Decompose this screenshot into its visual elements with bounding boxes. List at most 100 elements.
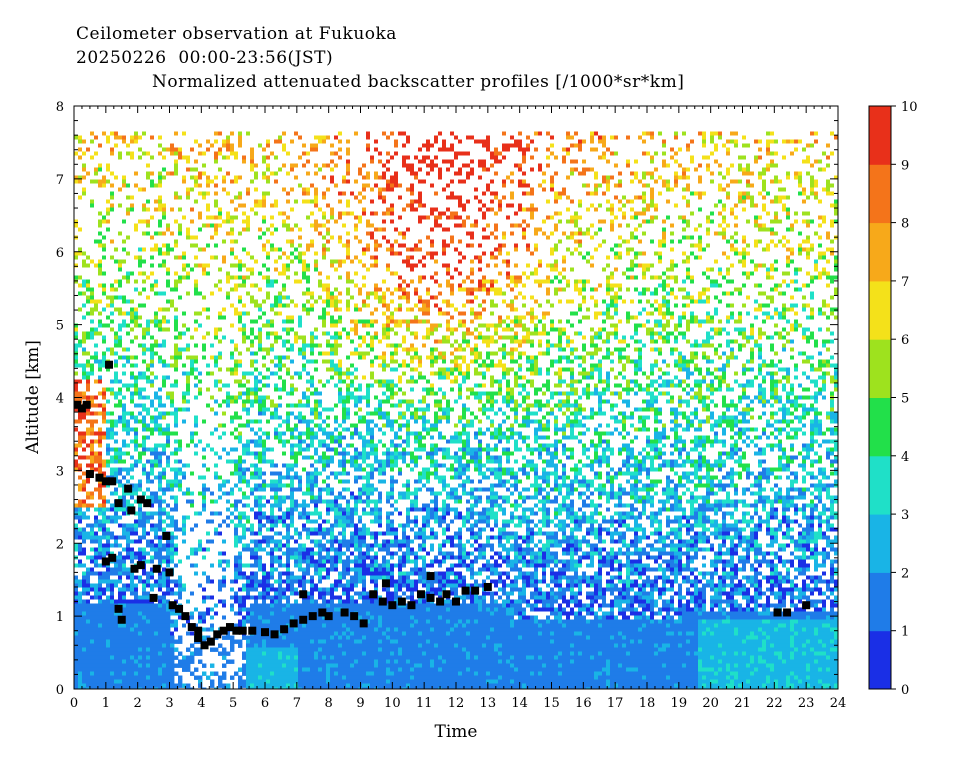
heatmap-cell [802, 283, 806, 288]
heatmap-cell [594, 347, 598, 352]
heatmap-cell [638, 195, 642, 200]
heatmap-cell [766, 139, 770, 144]
heatmap-cell [386, 247, 390, 252]
heatmap-cell [830, 239, 834, 244]
heatmap-cell [690, 371, 694, 376]
heatmap-cell [238, 395, 242, 400]
heatmap-cell [286, 355, 290, 360]
heatmap-cell [554, 415, 558, 420]
heatmap-cell [466, 331, 470, 336]
heatmap-cell [770, 387, 774, 392]
heatmap-cell [186, 187, 190, 192]
heatmap-cell [406, 255, 410, 260]
heatmap-cell [774, 363, 778, 368]
heatmap-cell [218, 403, 222, 408]
heatmap-cell [502, 419, 506, 424]
heatmap-cell [102, 219, 106, 224]
heatmap-cell [258, 395, 262, 400]
heatmap-cell [258, 235, 262, 240]
heatmap-cell [450, 291, 454, 296]
heatmap-cell [362, 283, 366, 288]
heatmap-cell [722, 227, 726, 232]
heatmap-cell [126, 195, 130, 200]
heatmap-cell [258, 387, 262, 392]
heatmap-cell [142, 351, 146, 356]
heatmap-cell [726, 291, 730, 296]
heatmap-cell [806, 407, 810, 412]
heatmap-cell [134, 183, 138, 188]
heatmap-cell [626, 223, 630, 228]
heatmap-cell [154, 279, 158, 284]
heatmap-cell [418, 299, 422, 304]
heatmap-cell [294, 339, 298, 344]
heatmap-cell [702, 399, 706, 404]
heatmap-cell [590, 263, 594, 268]
heatmap-cell [574, 223, 578, 228]
heatmap-cell [406, 423, 410, 428]
heatmap-cell [678, 315, 682, 320]
heatmap-cell [334, 151, 338, 156]
heatmap-cell [402, 411, 406, 416]
heatmap-cell [526, 379, 530, 384]
heatmap-cell [726, 339, 730, 344]
heatmap-cell [694, 355, 698, 360]
heatmap-cell [170, 299, 174, 304]
heatmap-cell [606, 375, 610, 380]
heatmap-cell [418, 375, 422, 380]
heatmap-cell [82, 315, 86, 320]
heatmap-cell [450, 235, 454, 240]
heatmap-cell [442, 367, 446, 372]
heatmap-cell [394, 331, 398, 336]
heatmap-cell [702, 419, 706, 424]
heatmap-cell [194, 367, 198, 372]
heatmap-cell [510, 319, 514, 324]
heatmap-cell [590, 415, 594, 420]
heatmap-cell [122, 135, 126, 140]
heatmap-cell [662, 379, 666, 384]
heatmap-cell [790, 279, 794, 284]
heatmap-cell [666, 371, 670, 376]
heatmap-cell [542, 423, 546, 428]
heatmap-cell [86, 379, 90, 384]
heatmap-cell [690, 159, 694, 164]
heatmap-cell [366, 351, 370, 356]
heatmap-cell [834, 387, 838, 392]
heatmap-cell [190, 371, 194, 376]
heatmap-cell [406, 163, 410, 168]
heatmap-cell [566, 407, 570, 412]
heatmap-cell [234, 207, 238, 212]
heatmap-cell [614, 163, 618, 168]
heatmap-cell [506, 175, 510, 180]
heatmap-cell [354, 271, 358, 276]
heatmap-cell [694, 343, 698, 348]
heatmap-cell [178, 231, 182, 236]
heatmap-cell [798, 251, 802, 256]
heatmap-cell [434, 271, 438, 276]
heatmap-cell [614, 375, 618, 380]
heatmap-cell [234, 283, 238, 288]
heatmap-cell [406, 283, 410, 288]
heatmap-cell [158, 359, 162, 364]
heatmap-cell [542, 171, 546, 176]
heatmap-cell [150, 255, 154, 260]
heatmap-cell [658, 307, 662, 312]
heatmap-cell [726, 195, 730, 200]
heatmap-cell [582, 279, 586, 284]
heatmap-cell [778, 283, 782, 288]
heatmap-cell [338, 315, 342, 320]
heatmap-cell [114, 419, 118, 424]
heatmap-cell [682, 227, 686, 232]
heatmap-cell [478, 283, 482, 288]
heatmap-cell [322, 163, 326, 168]
heatmap-cell [214, 355, 218, 360]
heatmap-cell [538, 319, 542, 324]
heatmap-cell [586, 315, 590, 320]
heatmap-cell [134, 131, 138, 136]
heatmap-cell [338, 131, 342, 136]
heatmap-cell [774, 379, 778, 384]
heatmap-cell [414, 199, 418, 204]
heatmap-cell [338, 367, 342, 372]
heatmap-cell [150, 135, 154, 140]
heatmap-cell [406, 319, 410, 324]
heatmap-cell [602, 191, 606, 196]
